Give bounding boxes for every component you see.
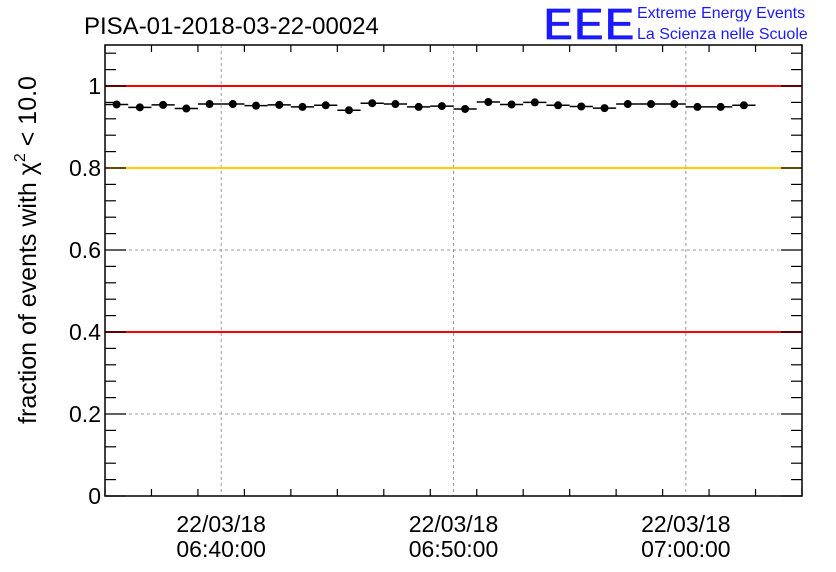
x-tick-label-time: 06:50:00 <box>409 536 499 562</box>
data-point <box>228 100 237 109</box>
data-point <box>321 101 330 110</box>
y-tick-label: 1 <box>88 73 101 99</box>
data-point <box>391 100 400 109</box>
data-point <box>112 100 121 109</box>
eee-logo: EEE Extreme Energy Events La Scienza nel… <box>542 0 808 51</box>
logo-line1: Extreme Energy Events <box>637 5 805 22</box>
y-axis-label-pre: fraction of events with <box>14 175 42 424</box>
data-point <box>414 102 423 111</box>
tick-labels: 00.20.40.60.8122/03/1806:40:0022/03/1806… <box>69 73 731 562</box>
chart-title: PISA-01-2018-03-22-00024 <box>84 13 379 40</box>
data-point <box>252 101 261 110</box>
data-point <box>693 102 702 111</box>
data-point <box>159 100 168 109</box>
x-tick-label-time: 06:40:00 <box>176 536 266 562</box>
data-point <box>275 100 284 109</box>
data-point <box>507 100 516 109</box>
data-point <box>670 100 679 109</box>
x-tick-label-date: 22/03/18 <box>176 511 266 537</box>
y-axis-label: fraction of events with χ2 < 10.0 <box>12 76 42 424</box>
y-axis-label-chi: χ <box>14 162 42 175</box>
plot-frame <box>104 44 803 497</box>
data-point <box>461 104 470 113</box>
data-point <box>739 101 748 110</box>
logo-line2: La Scienza nelle Scuole <box>637 26 808 43</box>
data-point <box>368 99 377 108</box>
logo-mark: EEE <box>543 0 635 50</box>
y-tick-label: 0.4 <box>69 319 101 345</box>
y-tick-label: 0.6 <box>69 237 101 263</box>
data-point <box>484 97 493 106</box>
reference-lines <box>105 85 802 333</box>
data-point <box>530 98 539 107</box>
data-point <box>554 101 563 110</box>
data-point <box>623 100 632 109</box>
data-point <box>205 100 214 109</box>
data-point <box>182 104 191 113</box>
x-tick-label-date: 22/03/18 <box>641 511 731 537</box>
axis-ticks <box>104 45 803 497</box>
data-point <box>437 102 446 111</box>
grid <box>105 45 802 497</box>
y-axis-label-post: < 10.0 <box>14 76 42 153</box>
data-point <box>298 102 307 111</box>
data-point <box>344 106 353 115</box>
y-axis-label-sup: 2 <box>12 153 29 162</box>
data-point <box>135 103 144 112</box>
y-tick-label: 0.8 <box>69 155 101 181</box>
data-point <box>600 104 609 113</box>
x-tick-label-time: 07:00:00 <box>641 536 731 562</box>
y-tick-label: 0.2 <box>69 401 101 427</box>
data-point <box>577 102 586 111</box>
data-point <box>646 100 655 109</box>
x-tick-label-date: 22/03/18 <box>409 511 499 537</box>
data-point <box>716 102 725 111</box>
y-tick-label: 0 <box>88 483 101 509</box>
data-series <box>105 97 756 115</box>
